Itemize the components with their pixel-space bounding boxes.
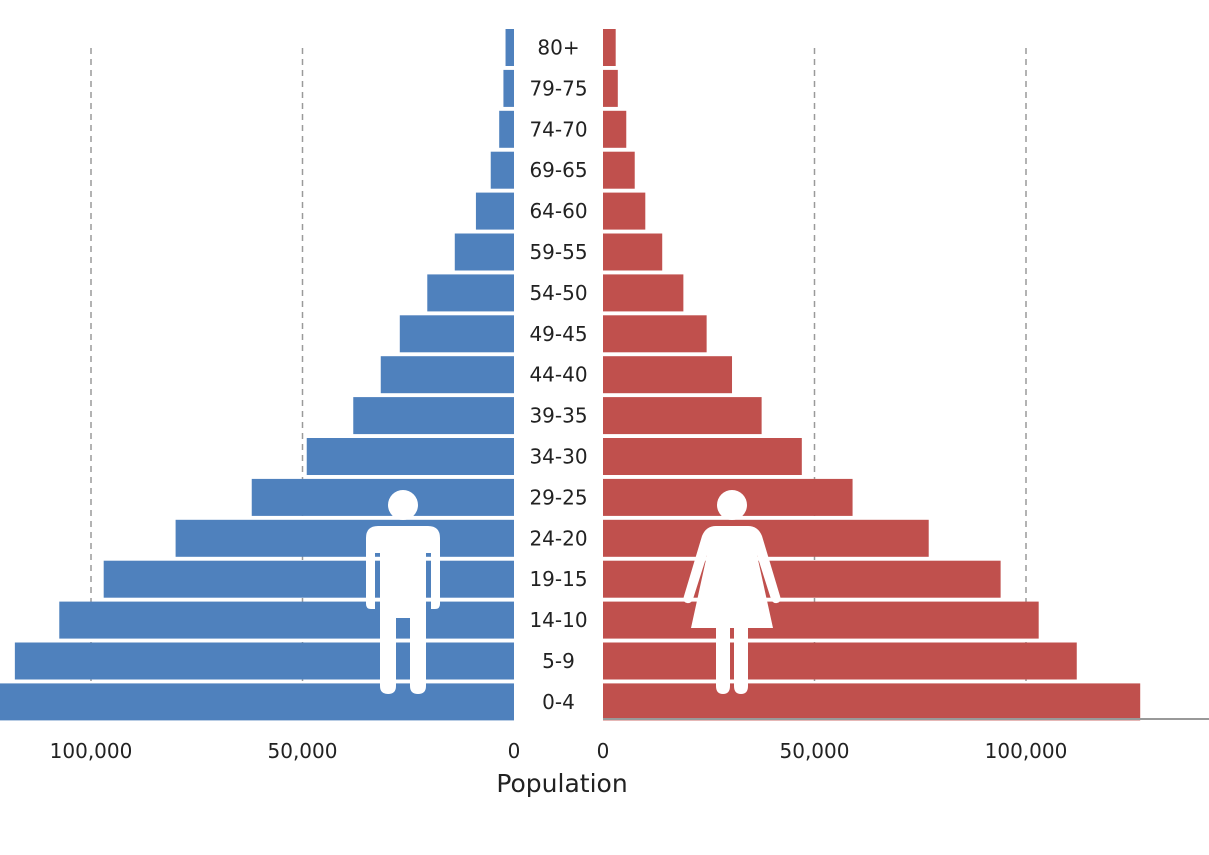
age-label-74-70: 74-70 (529, 117, 587, 141)
x-tick-label-left: 50,000 (268, 739, 338, 763)
bar-male-24-20 (175, 519, 514, 557)
age-label-29-25: 29-25 (529, 485, 587, 509)
bar-female-19-15 (603, 560, 1001, 598)
female-bars (603, 29, 1141, 721)
bar-female-69-65 (603, 151, 635, 189)
bar-male-5-9 (14, 642, 515, 680)
x-tick-label-right: 0 (597, 739, 610, 763)
male-figure-icon (366, 490, 440, 694)
male-bars (0, 29, 515, 721)
bar-female-49-45 (603, 315, 707, 353)
bar-female-54-50 (603, 274, 684, 312)
bar-male-59-55 (454, 233, 514, 271)
bar-male-80+ (505, 29, 514, 66)
age-label-80+: 80+ (537, 36, 579, 60)
bar-female-59-55 (603, 233, 663, 271)
age-label-39-35: 39-35 (529, 404, 587, 428)
bar-female-5-9 (603, 642, 1077, 680)
bar-male-44-40 (380, 356, 514, 394)
bar-male-14-10 (59, 601, 515, 639)
bar-female-64-60 (603, 192, 646, 230)
bar-male-39-35 (353, 397, 514, 435)
bar-female-39-35 (603, 397, 762, 435)
bar-female-0-4 (603, 683, 1141, 721)
age-label-64-60: 64-60 (529, 199, 587, 223)
age-label-34-30: 34-30 (529, 445, 587, 469)
x-tick-label-left: 100,000 (50, 739, 133, 763)
age-label-5-9: 5-9 (542, 649, 575, 673)
age-label-0-4: 0-4 (542, 690, 575, 714)
bar-male-74-70 (499, 110, 514, 148)
bar-female-79-75 (603, 69, 618, 107)
bar-female-34-30 (603, 438, 802, 475)
age-label-59-55: 59-55 (529, 240, 587, 264)
bar-male-0-4 (0, 683, 514, 721)
age-label-44-40: 44-40 (529, 363, 587, 387)
age-group-labels: 80+ 79-75 74-70 69-65 64-60 59-55 54-50 49-45 44… (529, 36, 587, 714)
age-label-69-65: 69-65 (529, 158, 587, 182)
bar-male-64-60 (475, 192, 514, 230)
gridlines (90, 48, 1027, 719)
bar-male-79-75 (503, 69, 514, 107)
x-axis: 0 0 50,000 50,000 100,000 100,000 (50, 718, 1209, 763)
age-label-49-45: 49-45 (529, 322, 587, 346)
female-figure-icon (683, 490, 781, 694)
bar-male-34-30 (306, 438, 514, 475)
x-axis-title: Population (496, 769, 627, 798)
bar-female-44-40 (603, 356, 733, 394)
bar-male-54-50 (427, 274, 514, 312)
bar-male-49-45 (399, 315, 514, 353)
bar-male-69-65 (490, 151, 514, 189)
x-tick-label-left: 0 (508, 739, 521, 763)
age-label-79-75: 79-75 (529, 76, 587, 100)
bar-male-29-25 (251, 478, 515, 516)
age-label-14-10: 14-10 (529, 608, 587, 632)
bar-female-74-70 (603, 110, 627, 148)
age-label-19-15: 19-15 (529, 567, 587, 591)
bar-female-14-10 (603, 601, 1039, 639)
age-label-54-50: 54-50 (529, 281, 587, 305)
x-tick-label-right: 50,000 (780, 739, 850, 763)
x-tick-label-right: 100,000 (985, 739, 1068, 763)
bar-male-19-15 (103, 560, 514, 598)
bar-female-80+ (603, 29, 616, 66)
age-label-24-20: 24-20 (529, 526, 587, 550)
